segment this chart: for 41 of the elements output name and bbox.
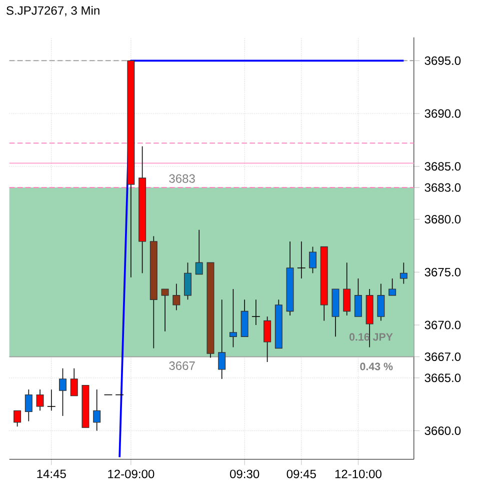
y-tick-label: 3690.0 [424, 109, 460, 118]
candlestick [229, 288, 237, 348]
x-tick-label: 12-10:00 [335, 470, 382, 478]
candlestick [342, 262, 350, 316]
ref-line-label: 3683 [169, 174, 195, 183]
y-tick-label: 3680.0 [424, 215, 460, 224]
candlestick [70, 368, 78, 396]
candlestick [354, 278, 362, 317]
candlestick [46, 389, 56, 412]
y-tick-label: 3675.0 [424, 268, 460, 276]
candlestick [400, 262, 408, 284]
candlestick [251, 299, 260, 326]
y-tick-label: 3665.0 [424, 374, 460, 382]
candlestick [24, 389, 32, 422]
y-tick-label: 3695.0 [424, 56, 460, 65]
candlestick [296, 241, 306, 279]
annotation: 0.43 % [360, 362, 393, 370]
candlestick [172, 283, 180, 311]
y-tick-label: 3670.0 [424, 320, 460, 330]
candlestick [377, 283, 385, 322]
y-tick-label: 3660.0 [424, 426, 460, 436]
x-tick-label: 09:30 [230, 470, 259, 478]
candlestick [263, 316, 271, 362]
candlestick [92, 389, 100, 432]
candlestick [36, 389, 44, 412]
x-tick-label: 14:45 [37, 470, 66, 478]
ref-line-label: 3667 [169, 361, 195, 370]
candlestick [58, 368, 66, 416]
candlestick [195, 229, 203, 275]
candlestick [388, 278, 396, 296]
chart-title: S.JPJ7267, 3 Min [6, 6, 100, 16]
y-tick-label: 3685.0 [424, 162, 460, 171]
candlestick [13, 410, 21, 427]
y-tick-label: 3683.0 [424, 183, 460, 192]
x-tick-label: 12-09:00 [108, 470, 154, 478]
x-tick-label: 09:45 [286, 470, 316, 478]
candlestick [161, 288, 169, 332]
candlestick [184, 262, 192, 300]
y-tick-label: 3667.0 [424, 352, 460, 361]
candlestick [218, 299, 226, 380]
candlestick [308, 246, 316, 274]
